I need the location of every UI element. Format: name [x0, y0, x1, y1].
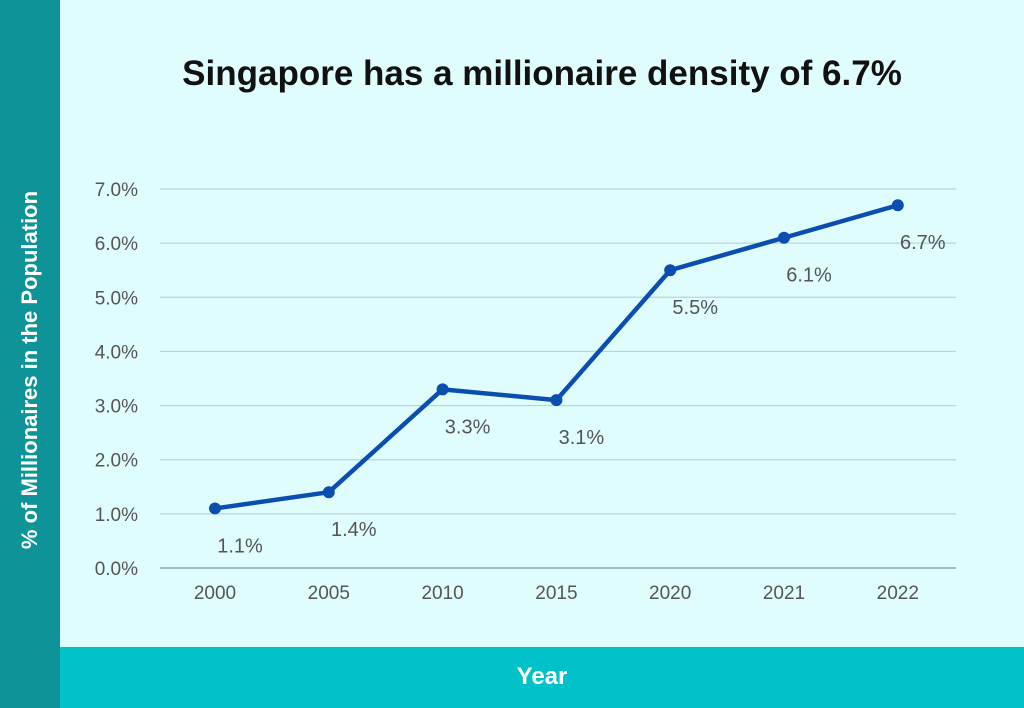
x-axis-title: Year	[516, 663, 568, 690]
data-label: 6.1%	[786, 265, 832, 287]
y-tick-label: 7.0%	[95, 180, 138, 201]
x-tick-label: 2022	[877, 583, 919, 604]
y-tick-label: 1.0%	[95, 505, 138, 526]
x-tick-label: 2000	[194, 583, 236, 604]
series-group	[209, 199, 904, 515]
data-label: 1.4%	[331, 519, 377, 541]
data-point	[778, 231, 790, 244]
data-point	[436, 383, 449, 396]
data-point	[664, 264, 677, 277]
data-point	[891, 199, 904, 212]
data-label: 3.3%	[445, 416, 491, 438]
y-axis-band: % of Millionaires in the Population	[0, 0, 60, 708]
y-tick-label: 5.0%	[95, 288, 138, 309]
gridlines	[160, 188, 956, 569]
x-tick-label: 2021	[763, 583, 805, 604]
data-point	[322, 486, 335, 499]
x-tick-labels: 2000 2005 2010 2015 2020 2021 2022	[194, 583, 919, 604]
x-tick-label: 2020	[649, 583, 691, 604]
data-point	[550, 394, 563, 407]
chart-title: Singapore has a millionaire density of 6…	[182, 54, 902, 93]
x-tick-label: 2015	[535, 583, 577, 604]
data-label: 3.1%	[559, 427, 605, 449]
y-tick-label: 2.0%	[95, 451, 138, 472]
y-tick-label: 4.0%	[95, 342, 138, 363]
data-point	[209, 502, 221, 515]
data-label: 1.1%	[217, 535, 263, 557]
data-labels: 1.1% 1.4% 3.3% 3.1% 5.5% 6.1% 6.7%	[217, 232, 946, 557]
x-tick-label: 2010	[421, 583, 463, 604]
series-line	[212, 202, 901, 511]
y-tick-label: 0.0%	[95, 559, 138, 580]
x-tick-label: 2005	[308, 583, 350, 604]
y-tick-labels: 0.0% 1.0% 2.0% 3.0% 4.0% 5.0% 6.0% 7.0%	[95, 180, 138, 580]
data-label: 6.7%	[900, 232, 946, 254]
x-axis-band: Year	[60, 647, 1024, 708]
y-tick-label: 3.0%	[95, 397, 138, 418]
y-tick-label: 6.0%	[95, 234, 138, 255]
data-label: 5.5%	[672, 297, 718, 319]
